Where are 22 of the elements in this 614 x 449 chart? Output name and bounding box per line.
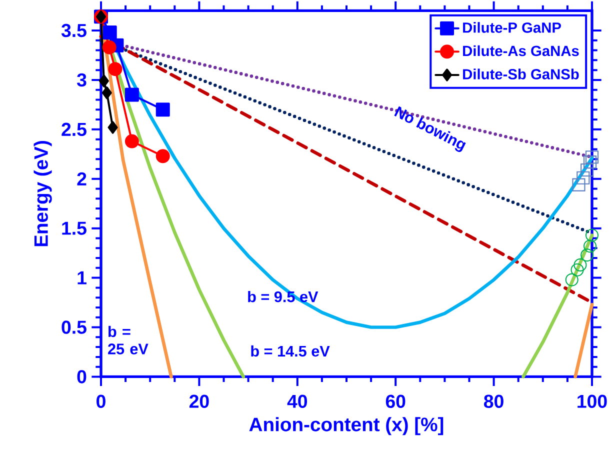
y-tick-label: 2.5	[62, 122, 86, 136]
legend-label: Dilute-As GaNAs	[463, 45, 579, 56]
annotation: b = 14.5 eV	[251, 345, 330, 357]
x-tick-label: 0	[96, 394, 106, 408]
x-tick-label: 80	[484, 394, 504, 408]
y-tick-label: 3.5	[61, 24, 86, 38]
y-tick-label: 1.5	[62, 222, 86, 235]
y-tick-label: 1	[78, 271, 86, 284]
annotation: b = 25 eV	[108, 326, 148, 354]
x-tick-label: 40	[287, 394, 308, 408]
x-tick-label: 60	[386, 394, 406, 408]
x-tick-label: 20	[189, 394, 209, 408]
y-tick-label: 2	[77, 172, 86, 186]
legend-label: Dilute-P GaNP	[463, 22, 561, 33]
annotation: b = 9.5 eV	[248, 290, 318, 302]
x-axis-title: Anion-content (x) [%]	[249, 417, 444, 436]
y-tick-label: 0.5	[62, 320, 86, 334]
y-tick-label: 0	[77, 370, 86, 384]
legend-label: Dilute-Sb GaNSb	[463, 68, 579, 80]
y-tick-label: 3	[77, 73, 86, 87]
x-tick-label: 100	[578, 394, 607, 408]
y-axis-title: Energy (eV)	[34, 140, 52, 246]
